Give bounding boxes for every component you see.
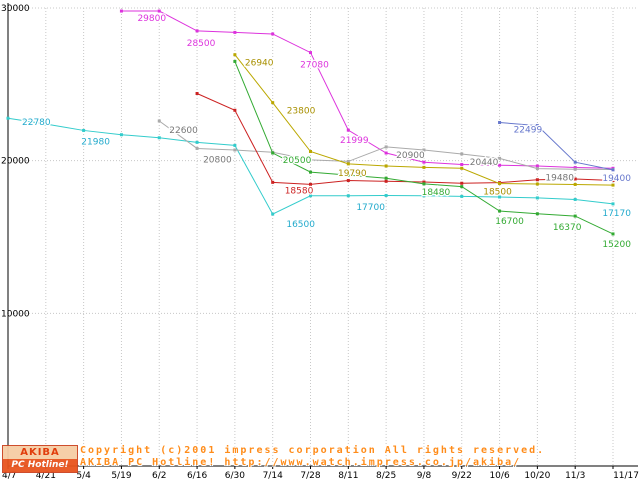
svg-text:19480: 19480 xyxy=(545,174,574,184)
site-url-line: AKIBA PC Hotline! http://www.watch.impre… xyxy=(80,457,522,468)
svg-text:26940: 26940 xyxy=(245,59,274,69)
svg-text:16370: 16370 xyxy=(553,223,582,233)
svg-text:22600: 22600 xyxy=(169,126,198,136)
svg-text:20440: 20440 xyxy=(470,158,499,168)
svg-text:4/7: 4/7 xyxy=(2,471,16,480)
svg-text:16700: 16700 xyxy=(495,217,524,227)
svg-text:6/2: 6/2 xyxy=(152,471,166,480)
svg-text:19790: 19790 xyxy=(338,169,367,179)
svg-text:17170: 17170 xyxy=(602,209,631,219)
akiba-pc-hotline-logo: AKIBA PC Hotline! xyxy=(2,445,78,473)
svg-text:30000: 30000 xyxy=(1,4,30,14)
svg-text:28500: 28500 xyxy=(187,39,216,49)
svg-text:4/21: 4/21 xyxy=(36,471,56,480)
svg-text:29800: 29800 xyxy=(137,14,166,24)
svg-text:10/20: 10/20 xyxy=(524,471,550,480)
svg-text:19400: 19400 xyxy=(602,174,631,184)
svg-text:18580: 18580 xyxy=(285,186,314,196)
svg-text:21999: 21999 xyxy=(340,136,369,146)
svg-text:10000: 10000 xyxy=(1,309,30,319)
svg-text:20000: 20000 xyxy=(1,157,30,167)
svg-text:11/3: 11/3 xyxy=(565,471,585,480)
svg-text:18480: 18480 xyxy=(422,188,451,198)
svg-text:18500: 18500 xyxy=(483,188,512,198)
svg-text:21980: 21980 xyxy=(81,137,110,147)
svg-text:16500: 16500 xyxy=(286,220,315,230)
svg-text:5/19: 5/19 xyxy=(111,471,131,480)
svg-text:27080: 27080 xyxy=(300,61,329,71)
svg-text:8/25: 8/25 xyxy=(376,471,396,480)
copyright-line: Copyright (c)2001 impress corporation Al… xyxy=(80,445,546,456)
copyright-watermark: Copyright (c)2001 impress corporation Al… xyxy=(80,445,545,469)
svg-text:7/28: 7/28 xyxy=(300,471,320,480)
logo-pc-hotline-text: PC Hotline! xyxy=(3,459,77,472)
svg-text:15200: 15200 xyxy=(602,240,631,250)
svg-text:17700: 17700 xyxy=(356,203,385,213)
svg-text:20900: 20900 xyxy=(396,151,425,161)
logo-akiba-text: AKIBA xyxy=(3,446,77,459)
svg-text:23800: 23800 xyxy=(287,107,316,117)
svg-text:8/11: 8/11 xyxy=(338,471,358,480)
svg-text:20500: 20500 xyxy=(283,156,312,166)
svg-text:9/22: 9/22 xyxy=(452,471,472,480)
svg-text:11/17: 11/17 xyxy=(613,471,639,480)
svg-text:22780: 22780 xyxy=(22,118,51,128)
svg-text:5/4: 5/4 xyxy=(76,471,91,480)
svg-text:22499: 22499 xyxy=(514,126,543,136)
svg-text:9/8: 9/8 xyxy=(417,471,432,480)
svg-text:10/6: 10/6 xyxy=(489,471,509,480)
svg-text:6/30: 6/30 xyxy=(225,471,245,480)
svg-text:6/16: 6/16 xyxy=(187,471,207,480)
svg-text:7/14: 7/14 xyxy=(263,471,283,480)
svg-text:20800: 20800 xyxy=(203,155,232,165)
